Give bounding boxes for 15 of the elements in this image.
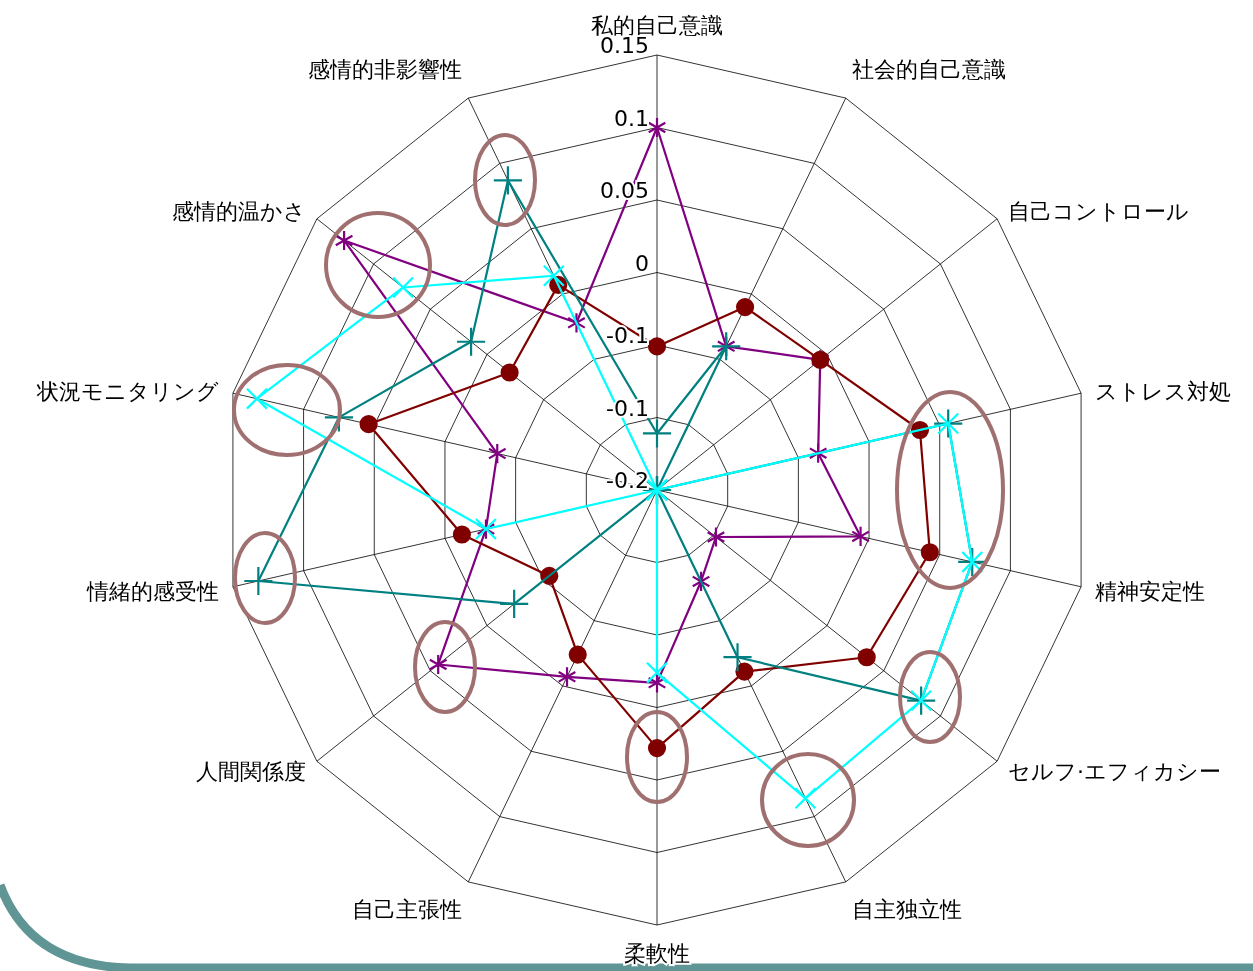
spoke-label: 自己コントロール xyxy=(1008,199,1190,225)
y-tick-label: 0.1 xyxy=(614,105,649,131)
spoke-label: 状況モニタリング xyxy=(36,379,220,405)
spoke-label: 精神安定性 xyxy=(1094,578,1205,604)
spoke-label: 情緒的感受性 xyxy=(86,578,220,604)
spoke-label: セルフ·エフィカシー xyxy=(1008,758,1222,784)
y-tick-label: 0 xyxy=(635,250,649,276)
spoke-label: 柔軟性 xyxy=(624,941,690,966)
spoke-label: 人間関係度 xyxy=(195,758,306,784)
spoke-label: ストレス対処 xyxy=(1094,379,1231,405)
spoke-label: 社会的自己意識 xyxy=(851,57,1006,83)
spoke-label: 自己主張性 xyxy=(352,896,463,922)
spoke-label: 感情的非影響性 xyxy=(308,57,463,83)
spoke-label: 感情的温かさ xyxy=(171,199,306,225)
spoke-label: 自主独立性 xyxy=(851,896,962,922)
